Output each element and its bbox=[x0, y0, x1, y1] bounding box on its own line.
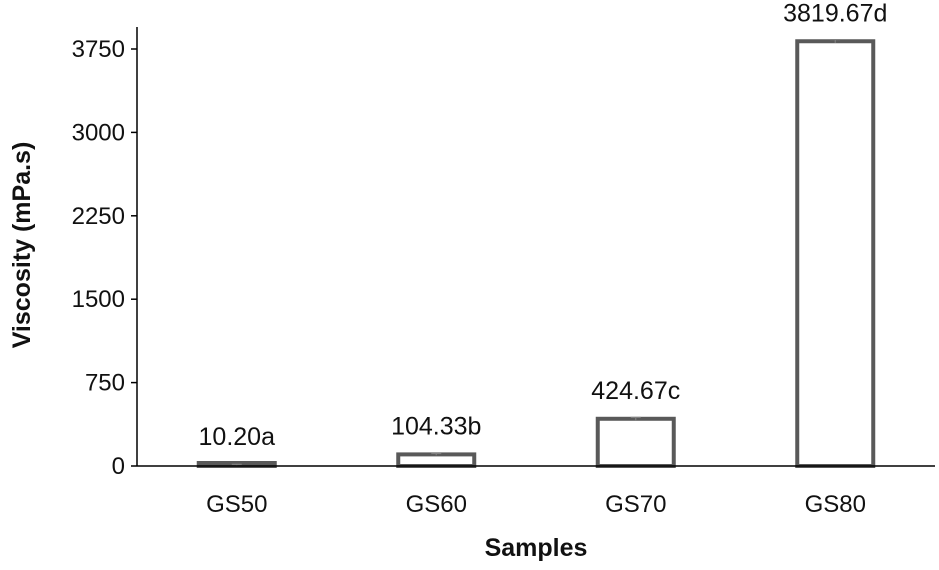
x-tick-label-gs60: GS60 bbox=[406, 491, 467, 518]
bar-gs80 bbox=[795, 39, 876, 469]
y-tick-label: 3750 bbox=[72, 36, 125, 63]
y-tick-label: 2250 bbox=[72, 203, 125, 230]
axes-group bbox=[136, 27, 935, 467]
bars-group bbox=[196, 39, 876, 469]
y-ticks-group: 0 750 1500 2250 3000 3750 bbox=[72, 36, 137, 480]
bar-gs70 bbox=[595, 416, 676, 469]
x-axis-title: Samples bbox=[485, 534, 588, 562]
error-bars-group bbox=[231, 38, 841, 466]
data-label-gs80: 3819.67d bbox=[783, 0, 887, 27]
y-axis-title: Viscosity (mPa.s) bbox=[8, 142, 36, 349]
data-label-gs60: 104.33b bbox=[391, 412, 481, 440]
data-label-gs50: 10.20a bbox=[199, 423, 276, 451]
bar-gs60 bbox=[396, 452, 477, 468]
y-tick-label: 3000 bbox=[72, 119, 125, 146]
y-tick-label: 0 bbox=[112, 453, 125, 480]
x-tick-label-gs80: GS80 bbox=[805, 491, 866, 518]
data-labels-group: 10.20a 104.33b 424.67c 3819.67d bbox=[199, 0, 888, 451]
x-ticks-group: GS50 GS60 GS70 GS80 bbox=[206, 491, 866, 518]
y-tick-label: 750 bbox=[85, 370, 125, 397]
y-tick-label: 1500 bbox=[72, 286, 125, 313]
data-label-gs70: 424.67c bbox=[591, 377, 680, 405]
x-tick-label-gs50: GS50 bbox=[206, 491, 267, 518]
x-tick-label-gs70: GS70 bbox=[605, 491, 666, 518]
